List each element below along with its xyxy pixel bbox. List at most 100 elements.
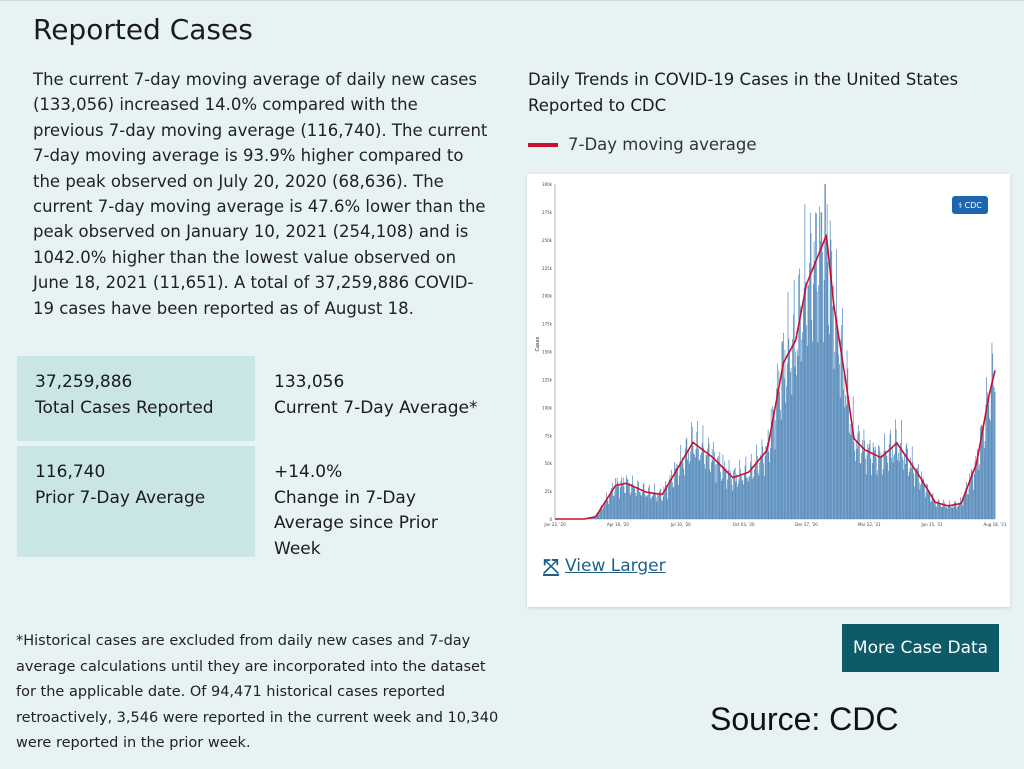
daily-case-bar <box>592 517 594 519</box>
daily-case-bar <box>713 441 715 519</box>
daily-case-bar <box>931 494 933 519</box>
legend-label: 7-Day moving average <box>568 135 757 154</box>
daily-case-bar <box>820 212 822 519</box>
daily-case-bar <box>806 345 808 519</box>
daily-case-bar <box>901 419 902 519</box>
daily-case-bar <box>721 478 723 519</box>
daily-case-bar <box>763 463 764 519</box>
daily-case-bar <box>987 404 989 519</box>
daily-case-bar <box>993 384 994 519</box>
daily-case-bar <box>690 451 692 519</box>
daily-case-bar <box>758 475 760 519</box>
daily-case-bar <box>990 386 992 519</box>
daily-case-bar <box>747 478 748 519</box>
daily-case-bar <box>618 484 619 519</box>
daily-case-bar <box>722 454 724 519</box>
daily-case-bar <box>655 497 657 519</box>
daily-case-bar <box>835 249 837 520</box>
daily-case-bar <box>596 514 598 519</box>
daily-case-bar <box>973 489 974 519</box>
daily-case-bar <box>984 440 986 519</box>
daily-case-bar <box>862 450 864 519</box>
chart-heading: Daily Trends in COVID-19 Cases in the Un… <box>528 70 959 115</box>
daily-case-bar <box>813 241 815 520</box>
daily-case-bar <box>625 475 627 519</box>
daily-case-bar <box>937 499 939 519</box>
daily-case-bar <box>992 353 994 519</box>
daily-case-bar <box>938 500 940 519</box>
daily-case-bar <box>623 486 625 519</box>
daily-case-bar <box>878 444 879 519</box>
daily-case-bar <box>598 512 600 519</box>
daily-case-bar <box>797 355 799 519</box>
daily-case-bar <box>760 457 762 519</box>
daily-case-bar <box>941 507 942 519</box>
daily-case-bar <box>859 463 861 519</box>
daily-case-bar <box>892 462 894 519</box>
daily-case-bar <box>611 488 613 519</box>
daily-case-bar <box>658 494 659 519</box>
daily-case-bar <box>955 502 957 519</box>
daily-case-bar <box>781 341 783 519</box>
daily-case-bar <box>626 478 628 519</box>
daily-case-bar <box>604 501 606 519</box>
daily-case-bar <box>873 447 875 519</box>
daily-case-bar <box>747 481 749 519</box>
daily-case-bar <box>969 473 971 519</box>
daily-case-bar <box>894 454 895 519</box>
daily-case-bar <box>908 472 910 519</box>
daily-case-bar <box>599 511 600 519</box>
daily-case-bar <box>842 389 844 519</box>
daily-case-bar <box>983 422 984 519</box>
daily-case-bar <box>971 470 973 519</box>
view-larger-label[interactable]: View Larger <box>565 556 666 576</box>
daily-case-bar <box>817 342 819 519</box>
daily-case-bar <box>620 480 622 519</box>
daily-case-bar <box>608 504 609 519</box>
daily-case-bar <box>617 482 619 519</box>
daily-case-bar <box>691 422 692 519</box>
view-larger-link[interactable]: ⤧ View Larger <box>543 554 666 578</box>
daily-case-bar <box>635 495 637 519</box>
more-case-data-button[interactable]: More Case Data <box>842 624 999 672</box>
cdc-emblem-icon: ⚕ <box>958 200 963 210</box>
daily-case-bar <box>689 460 691 519</box>
daily-case-bar <box>723 466 724 519</box>
daily-case-bar <box>917 468 918 519</box>
daily-case-bar <box>868 444 870 519</box>
daily-case-bar <box>664 492 665 519</box>
y-tick-label: 175k <box>542 322 553 327</box>
daily-case-bar <box>959 504 961 519</box>
daily-case-bar <box>986 392 988 519</box>
daily-case-bar <box>652 495 653 519</box>
daily-case-bar <box>904 463 906 519</box>
daily-case-bar <box>736 474 738 519</box>
daily-case-bar <box>762 446 764 519</box>
daily-case-bar <box>824 184 826 519</box>
daily-case-bar <box>927 489 929 519</box>
y-tick-label: 125k <box>542 377 553 382</box>
daily-case-bar <box>616 477 618 519</box>
daily-case-bar <box>924 485 925 519</box>
daily-case-bar <box>733 470 734 519</box>
daily-case-bar <box>643 482 645 519</box>
daily-case-bar <box>668 485 669 519</box>
page-title: Reported Cases <box>33 13 253 46</box>
daily-case-bar <box>642 491 643 519</box>
daily-case-bar <box>661 500 663 519</box>
daily-case-bar <box>788 338 790 519</box>
daily-case-bar <box>899 447 901 519</box>
daily-case-bar <box>637 480 639 519</box>
daily-case-bar <box>721 481 722 519</box>
daily-case-bar <box>794 366 796 519</box>
daily-case-bar <box>967 493 968 519</box>
daily-case-bar <box>924 497 926 519</box>
daily-case-bar <box>876 475 878 519</box>
daily-case-bar <box>968 488 970 519</box>
cases-chart: 300k 275k 250k 225k 200k 175k 150k 125k 100k 75k 5… <box>535 182 1007 527</box>
daily-case-bar <box>615 478 616 519</box>
daily-case-bar <box>885 451 887 519</box>
daily-case-bar <box>697 421 698 519</box>
daily-case-bar <box>916 468 918 519</box>
daily-case-bar <box>911 446 913 519</box>
